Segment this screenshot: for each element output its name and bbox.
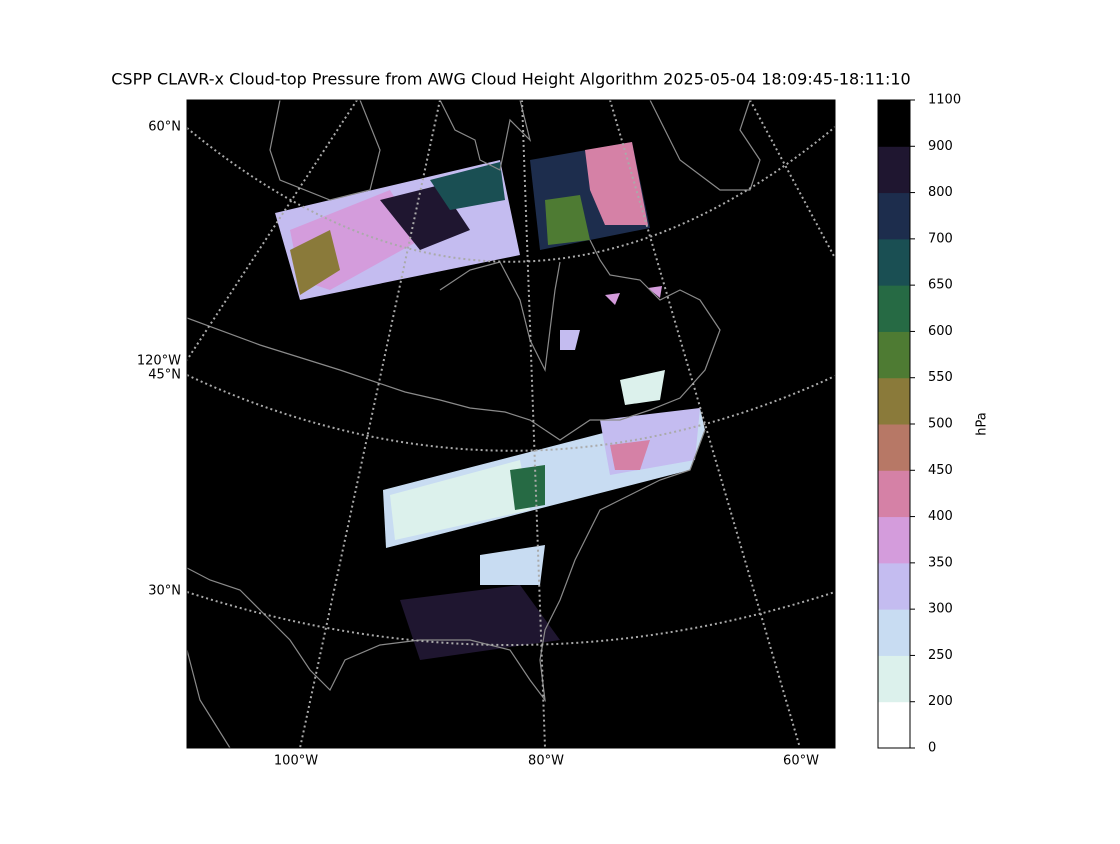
colorbar-label: hPa — [975, 412, 990, 435]
graticule — [187, 100, 835, 748]
colorbar-tick-label: 0 — [928, 741, 936, 756]
colorbar-segment — [878, 377, 910, 425]
colorbar-segment — [878, 516, 910, 564]
lon-label: 120°W — [137, 354, 181, 369]
lat-label: 45°N — [148, 368, 181, 383]
lon-label: 60°W — [783, 754, 819, 769]
colorbar-tick-label: 500 — [928, 417, 953, 432]
cloud-imagery — [275, 142, 705, 660]
title: CSPP CLAVR-x Cloud-top Pressure from AWG… — [111, 70, 910, 89]
colorbar-tick-label: 900 — [928, 139, 953, 154]
colorbar-segment — [878, 331, 910, 379]
colorbar-segment — [878, 470, 910, 518]
colorbar-segment — [878, 701, 910, 749]
map-frame — [186, 99, 836, 749]
colorbar-segment — [878, 562, 910, 610]
map — [187, 100, 835, 748]
colorbar-tick-label: 350 — [928, 555, 953, 570]
colorbar-tick-label: 300 — [928, 602, 953, 617]
colorbar-segment — [878, 238, 910, 286]
colorbar-tick-label: 400 — [928, 509, 953, 524]
lat-label: 30°N — [148, 584, 181, 599]
colorbar-tick-label: 600 — [928, 324, 953, 339]
colorbar-segment — [878, 655, 910, 703]
colorbar-segment — [878, 192, 910, 240]
colorbar-tick-label: 550 — [928, 370, 953, 385]
colorbar-tick-label: 450 — [928, 463, 953, 478]
colorbar-segment — [878, 609, 910, 656]
colorbar-tick-label: 800 — [928, 185, 953, 200]
colorbar-tick-label: 650 — [928, 278, 953, 293]
colorbar-tick-label: 700 — [928, 231, 953, 246]
colorbar-segment — [878, 146, 910, 194]
lon-label: 100°W — [274, 754, 318, 769]
lat-label: 60°N — [148, 120, 181, 135]
coastlines — [187, 100, 761, 748]
colorbar-segment — [878, 424, 910, 471]
colorbar-tick-label: 1100 — [928, 93, 961, 108]
colorbar-tick-label: 200 — [928, 694, 953, 709]
colorbar-segment — [878, 100, 910, 147]
lon-label: 80°W — [528, 754, 564, 769]
colorbar-tick-label: 250 — [928, 648, 953, 663]
colorbar-segment — [878, 285, 910, 332]
